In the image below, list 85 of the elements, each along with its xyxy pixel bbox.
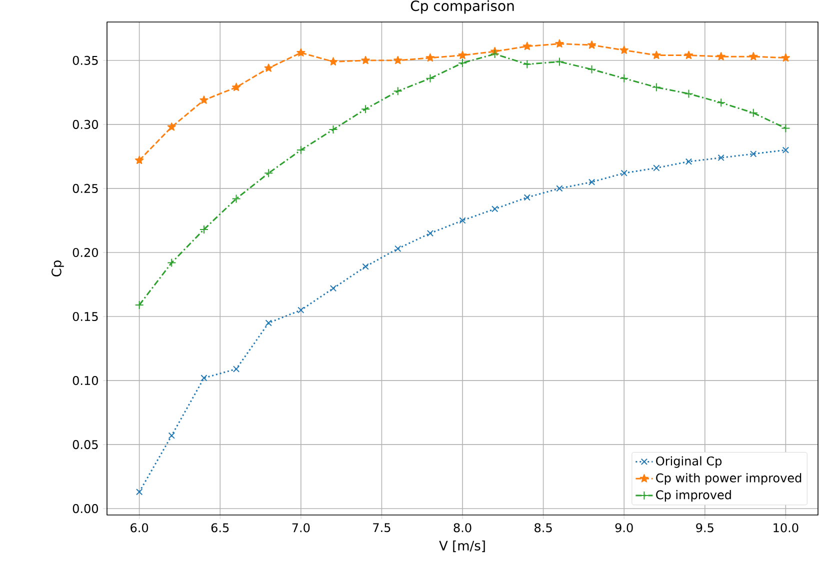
- point: [232, 366, 240, 372]
- y-tick-label: 0.35: [72, 56, 98, 65]
- point: [232, 82, 241, 92]
- point: [522, 60, 532, 69]
- point: [556, 185, 563, 192]
- x-tick-label: 7.0: [292, 523, 310, 532]
- point: [394, 56, 402, 64]
- point: [652, 50, 661, 60]
- point: [491, 206, 498, 212]
- point: [555, 39, 564, 48]
- point: [298, 306, 304, 314]
- point: [748, 108, 758, 118]
- point: [684, 89, 694, 98]
- point: [458, 58, 468, 68]
- point: [232, 194, 241, 204]
- point: [749, 52, 758, 60]
- point: [362, 263, 369, 270]
- point: [134, 300, 144, 310]
- y-tick-label: 0.00: [72, 504, 98, 514]
- point: [265, 320, 272, 326]
- point: [587, 64, 596, 74]
- point: [458, 50, 467, 60]
- point: [750, 150, 757, 158]
- y-axis-title: Cp: [52, 260, 64, 276]
- point: [620, 170, 628, 176]
- y-tick-label: 0.10: [72, 376, 98, 386]
- chart-title: Cp comparison: [410, 0, 514, 14]
- x-tick-label: 9.5: [696, 523, 714, 532]
- point: [587, 40, 596, 49]
- point: [328, 125, 338, 134]
- point: [685, 158, 692, 165]
- point: [167, 258, 176, 268]
- point: [522, 42, 532, 50]
- point: [296, 146, 306, 155]
- point: [200, 96, 208, 104]
- point: [296, 48, 306, 56]
- point: [684, 50, 694, 60]
- point: [328, 57, 338, 66]
- point: [264, 168, 274, 178]
- x-tick-label: 6.5: [211, 523, 229, 532]
- point: [620, 74, 629, 83]
- x-tick-label: 7.5: [373, 523, 390, 532]
- x-tick-label: 8.0: [454, 523, 472, 532]
- point: [168, 432, 175, 439]
- point: [716, 98, 726, 108]
- legend-label: Cp improved: [656, 490, 731, 502]
- point: [200, 374, 208, 382]
- point: [718, 154, 724, 162]
- point: [330, 285, 337, 292]
- point: [426, 74, 435, 83]
- point: [620, 46, 628, 54]
- point: [588, 178, 596, 186]
- point: [167, 122, 176, 131]
- y-tick-label: 0.15: [72, 312, 98, 322]
- point: [135, 156, 144, 164]
- x-tick-label: 8.5: [534, 523, 552, 532]
- point: [361, 56, 370, 64]
- point: [716, 52, 726, 60]
- point: [426, 230, 434, 237]
- point: [459, 217, 466, 224]
- point: [781, 53, 790, 62]
- point: [136, 488, 143, 496]
- legend-label: Cp with power improved: [656, 473, 802, 485]
- x-tick-label: 9.0: [615, 523, 633, 532]
- point: [653, 164, 660, 172]
- point: [393, 86, 402, 96]
- point: [652, 82, 661, 92]
- point: [490, 50, 500, 59]
- point: [199, 224, 208, 234]
- point: [781, 124, 790, 133]
- x-tick-label: 6.0: [130, 523, 148, 532]
- y-tick-label: 0.05: [72, 440, 98, 450]
- point: [426, 53, 434, 62]
- point: [394, 245, 402, 252]
- legend-label: Original Cp: [656, 456, 722, 468]
- y-tick-label: 0.20: [72, 248, 98, 258]
- point: [782, 146, 790, 154]
- point: [361, 104, 370, 114]
- y-tick-label: 0.25: [72, 184, 98, 193]
- point: [524, 194, 530, 201]
- y-tick-label: 0.30: [72, 120, 98, 129]
- x-tick-label: 10.0: [774, 523, 798, 532]
- x-axis-title: V [m/s]: [439, 540, 485, 552]
- point: [554, 57, 564, 66]
- point: [264, 64, 273, 72]
